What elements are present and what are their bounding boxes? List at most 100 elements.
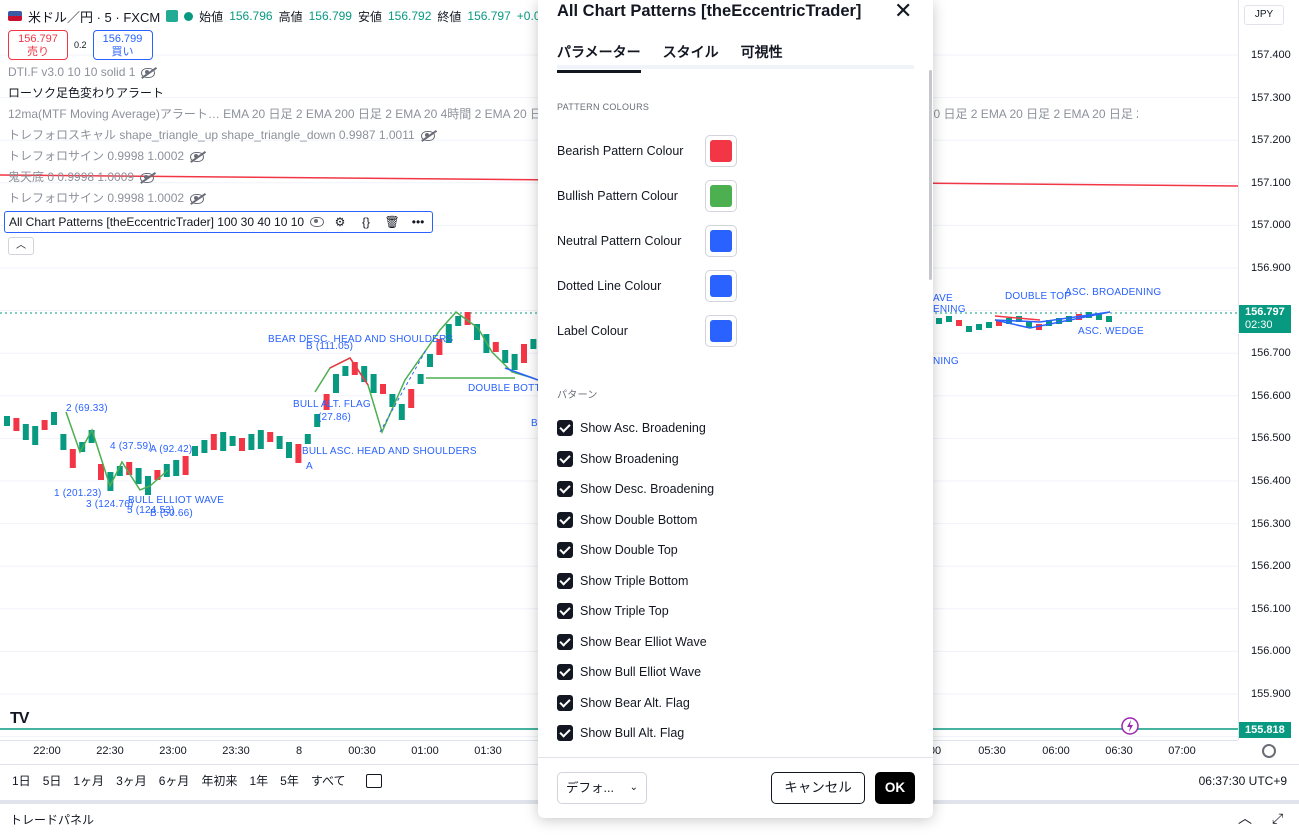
- pattern-label: ASC. BROADENING: [1065, 287, 1162, 298]
- range-button[interactable]: 年初来: [201, 774, 238, 788]
- checkbox-checked[interactable]: [557, 664, 573, 680]
- pattern-checkbox-row[interactable]: Show Bull Elliot Wave: [557, 664, 701, 680]
- section-patterns: パターン: [557, 390, 598, 401]
- range-button[interactable]: 5年: [280, 774, 299, 788]
- checkbox-checked[interactable]: [557, 450, 573, 467]
- pattern-checkbox-row[interactable]: Show Bear Alt. Flag: [557, 694, 690, 711]
- colour-swatch-button[interactable]: [705, 315, 737, 347]
- dialog-tabs: パラメーター スタイル 可視性: [557, 42, 783, 73]
- buy-button[interactable]: 156.799 買い: [92, 30, 153, 60]
- time-tick: 00:30: [348, 745, 376, 757]
- candle: [276, 436, 283, 449]
- pattern-checkbox-row[interactable]: Show Triple Bottom: [557, 572, 688, 589]
- indicator-all-chart-patterns[interactable]: All Chart Patterns [theEccentricTrader] …: [4, 211, 434, 233]
- candle: [201, 440, 208, 453]
- colour-swatch-button[interactable]: [705, 135, 737, 167]
- checkbox-label: Show Desc. Broadening: [580, 482, 715, 496]
- pattern-checkbox-row[interactable]: Show Bull Alt. Flag: [557, 725, 684, 741]
- symbol-row: 米ドル／円 · 5 · FXCM 始値 156.796 高値 156.799 安値 1…: [8, 6, 1138, 26]
- price-tick: 157.400: [1251, 49, 1291, 61]
- range-button[interactable]: 1ヶ月: [73, 774, 105, 788]
- eye-hidden-icon[interactable]: [141, 67, 156, 78]
- trade-panel-label[interactable]: トレードパネル: [10, 813, 95, 827]
- pattern-checkbox-row[interactable]: Show Triple Top: [557, 603, 669, 619]
- candle: [1056, 318, 1062, 324]
- collapse-legend-button[interactable]: ︿: [8, 237, 34, 255]
- indicator-oni[interactable]: 鬼天底 0 0.9998 1.0009: [8, 167, 1138, 188]
- more-icon[interactable]: •••: [411, 214, 425, 229]
- checkbox-checked[interactable]: [557, 633, 573, 650]
- eye-hidden-icon[interactable]: [190, 193, 205, 204]
- tab-style[interactable]: スタイル: [662, 44, 719, 60]
- settings-icon[interactable]: ⚙: [334, 214, 346, 229]
- range-button[interactable]: 3ヶ月: [116, 774, 147, 788]
- tradingview-logo-icon[interactable]: TV: [10, 710, 29, 727]
- checkbox-checked[interactable]: [557, 511, 573, 528]
- alert-icon[interactable]: [1120, 716, 1140, 736]
- candle: [370, 374, 377, 393]
- calendar-icon[interactable]: [365, 773, 382, 788]
- cancel-button[interactable]: キャンセル: [771, 772, 865, 804]
- candle: [257, 430, 264, 449]
- pattern-checkbox-row[interactable]: Show Double Bottom: [557, 511, 697, 528]
- indicator-dti[interactable]: DTI.F v3.0 10 10 solid 1: [8, 62, 1138, 83]
- pattern-checkbox-row[interactable]: Show Desc. Broadening: [557, 481, 714, 497]
- symbol-title[interactable]: 米ドル／円 · 5 · FXCM: [28, 9, 161, 25]
- pattern-checkbox-row[interactable]: Show Broadening: [557, 450, 679, 467]
- ok-button[interactable]: OK: [875, 772, 915, 804]
- price-tick: 156.100: [1251, 602, 1291, 615]
- dialog-footer-divider: [538, 757, 933, 758]
- eye-hidden-icon[interactable]: [140, 172, 155, 183]
- colour-label: Neutral Pattern Colour: [557, 234, 682, 248]
- indicator-scalp[interactable]: トレフォロスキャル shape_triangle_up shape_triang…: [8, 125, 1138, 146]
- checkbox-checked[interactable]: [557, 542, 573, 558]
- low-value: 156.792: [388, 9, 432, 23]
- range-button[interactable]: 1日: [12, 774, 31, 788]
- currency-button[interactable]: JPY: [1244, 5, 1284, 25]
- checkbox-checked[interactable]: [557, 694, 573, 711]
- source-code-icon[interactable]: {}: [362, 214, 371, 229]
- indicator-label: トレフォロサイン 0.9998 1.0002: [8, 191, 185, 205]
- pattern-checkbox-row[interactable]: Show Double Top: [557, 542, 678, 558]
- close-icon[interactable]: ✕: [894, 0, 913, 23]
- checkbox-checked[interactable]: [557, 481, 573, 497]
- indicator-candle-alert[interactable]: ローソク足色変わりアラート: [8, 83, 1138, 104]
- trash-icon[interactable]: 🗑: [384, 214, 400, 229]
- clock[interactable]: 06:37:30 UTC+9: [1198, 773, 1287, 788]
- checkbox-checked[interactable]: [557, 420, 573, 436]
- range-button[interactable]: 5日: [42, 774, 62, 788]
- range-button[interactable]: すべて: [310, 774, 346, 788]
- pattern-label: B (111.05): [306, 341, 354, 352]
- indicator-sign-2[interactable]: トレフォロサイン 0.9998 1.0002: [8, 188, 1138, 209]
- checkbox-checked[interactable]: [557, 725, 573, 741]
- tab-visibility[interactable]: 可視性: [740, 44, 783, 60]
- candle: [521, 344, 527, 363]
- pattern-checkbox-row[interactable]: Show Asc. Broadening: [557, 420, 706, 436]
- indicator-sign[interactable]: トレフォロサイン 0.9998 1.0002: [8, 146, 1138, 167]
- pattern-checkbox-row[interactable]: Show Bear Elliot Wave: [557, 633, 707, 650]
- gear-icon[interactable]: [1262, 744, 1276, 758]
- colour-swatch-button[interactable]: [705, 270, 737, 302]
- eye-hidden-icon[interactable]: [420, 130, 435, 141]
- dialog-scrollbar[interactable]: [929, 70, 932, 280]
- checkbox-checked[interactable]: [557, 603, 573, 619]
- sell-button[interactable]: 156.797 売り: [8, 30, 68, 60]
- price-tick: 156.500: [1251, 432, 1291, 445]
- price-axis[interactable]: JPY 157.400 157.300 157.200 157.100 157.000 1…: [1238, 0, 1299, 740]
- checkbox-checked[interactable]: [557, 572, 573, 589]
- buy-price: 156.799: [102, 33, 143, 45]
- defaults-dropdown[interactable]: デフォ... ⌄: [557, 772, 647, 804]
- maximize-icon[interactable]: ⤢: [1272, 810, 1284, 826]
- tabs-divider: [557, 65, 914, 69]
- colour-swatch-button[interactable]: [705, 225, 737, 257]
- colour-swatch-button[interactable]: [705, 180, 737, 212]
- pattern-label: DOUBLE BOTTO: [468, 383, 549, 394]
- eye-icon[interactable]: [310, 217, 325, 227]
- tab-parameters[interactable]: パラメーター: [557, 42, 641, 73]
- eye-hidden-icon[interactable]: [190, 151, 205, 162]
- checkbox-label: Show Bear Elliot Wave: [580, 634, 707, 649]
- range-button[interactable]: 6ヶ月: [158, 774, 190, 788]
- chevron-up-icon[interactable]: ︿: [1238, 810, 1252, 826]
- candle: [220, 432, 227, 451]
- range-button[interactable]: 1年: [249, 774, 269, 788]
